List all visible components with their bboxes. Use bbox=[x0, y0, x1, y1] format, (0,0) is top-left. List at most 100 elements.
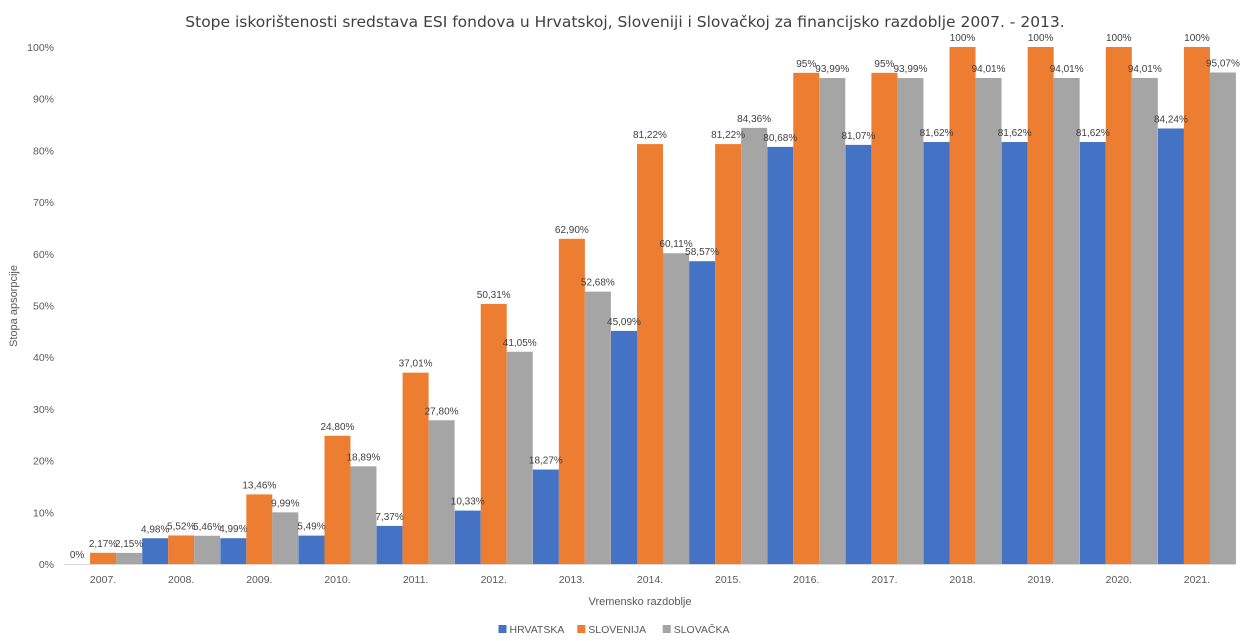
x-tick-label: 2009. bbox=[246, 574, 272, 586]
data-label: 95,07% bbox=[1206, 58, 1240, 69]
bar-slovačka bbox=[428, 420, 455, 564]
data-label: 10,33% bbox=[451, 497, 485, 508]
data-label: 93,99% bbox=[815, 64, 849, 75]
bar-hrvatska bbox=[689, 261, 716, 564]
x-tick-label: 2021. bbox=[1184, 574, 1210, 586]
x-tick-label: 2011. bbox=[403, 574, 429, 586]
y-axis: 0% 10% 20% 30% 40% 50% 60% 70% 80% 90% 100% bbox=[27, 42, 54, 571]
bar-hrvatska bbox=[611, 330, 637, 564]
bar-slovačka bbox=[584, 291, 611, 564]
x-tick-label: 2019. bbox=[1028, 574, 1054, 586]
bar-slovačka bbox=[741, 127, 768, 565]
data-label: 45,09% bbox=[607, 317, 641, 328]
data-label: 81,22% bbox=[633, 130, 667, 141]
data-label: 24,80% bbox=[321, 422, 355, 433]
x-tick-label: 2007. bbox=[90, 574, 116, 586]
legend-swatch-slovačka bbox=[662, 625, 671, 633]
x-tick-label: 2018. bbox=[949, 574, 975, 586]
data-label: 5,49% bbox=[297, 522, 325, 533]
data-label: 27,80% bbox=[425, 406, 459, 417]
bar-slovačka bbox=[350, 466, 377, 564]
data-label: 18,89% bbox=[347, 452, 381, 463]
bar-hrvatska bbox=[220, 538, 247, 564]
data-label: 2,15% bbox=[115, 539, 143, 550]
bar-slovenija bbox=[637, 144, 663, 565]
data-label: 5,46% bbox=[193, 522, 221, 533]
bar-hrvatska bbox=[1001, 142, 1028, 564]
bar-slovačka bbox=[663, 253, 689, 564]
bar-hrvatska bbox=[298, 535, 325, 564]
x-tick-label: 2008. bbox=[168, 574, 194, 586]
data-label: 41,05% bbox=[503, 338, 537, 349]
bar-slovenija bbox=[1027, 47, 1054, 564]
data-label: 60,11% bbox=[659, 239, 692, 250]
data-label: 81,22% bbox=[711, 130, 745, 141]
x-axis-title: Vremensko razdoblje bbox=[589, 596, 692, 608]
data-label: 58,57% bbox=[685, 247, 719, 258]
data-label: 5,52% bbox=[167, 521, 195, 532]
data-label: 62,90% bbox=[555, 225, 589, 236]
y-tick-label: 90% bbox=[33, 94, 54, 106]
bar-slovačka bbox=[506, 351, 533, 564]
bar-slovačka bbox=[272, 512, 299, 564]
y-tick-label: 50% bbox=[33, 301, 54, 313]
data-label: 0% bbox=[70, 550, 85, 561]
data-label: 52,68% bbox=[581, 278, 615, 289]
bar-hrvatska bbox=[454, 510, 481, 564]
y-tick-label: 30% bbox=[33, 404, 54, 416]
data-label: 80,68% bbox=[763, 133, 797, 144]
data-label: 94,01% bbox=[1128, 64, 1162, 75]
bar-slovenija bbox=[246, 494, 273, 564]
bar-hrvatska bbox=[1079, 142, 1106, 564]
data-label: 2,17% bbox=[89, 539, 117, 550]
bar-slovenija bbox=[949, 47, 976, 564]
bar-hrvatska bbox=[767, 146, 794, 564]
legend-swatch-slovenija bbox=[577, 625, 586, 633]
data-label: 4,98% bbox=[141, 524, 169, 535]
data-label-group: 0% 4,98% 4,99% 5,49% 7,37% 10,33% 18,27% 45,09%… bbox=[70, 33, 1240, 561]
data-label: 4,99% bbox=[219, 524, 247, 535]
bar-slovenija bbox=[871, 72, 898, 564]
data-label: 84,36% bbox=[737, 114, 771, 125]
x-tick-label: 2015. bbox=[715, 574, 741, 586]
bar-slovenija bbox=[168, 535, 195, 564]
data-label: 50,31% bbox=[477, 290, 511, 301]
bar-series-group bbox=[90, 47, 1236, 565]
bar-slovenija bbox=[1105, 47, 1132, 564]
x-tick-label: 2016. bbox=[793, 574, 819, 586]
legend: HRVATSKA SLOVENIJA SLOVAČKA bbox=[498, 623, 730, 636]
bar-slovačka bbox=[975, 77, 1002, 565]
data-label: 81,62% bbox=[998, 128, 1032, 139]
data-label: 100% bbox=[1028, 33, 1054, 44]
chart-title: Stope iskorištenosti sredstava ESI fondo… bbox=[185, 13, 1064, 31]
data-label: 18,27% bbox=[529, 456, 563, 467]
data-label: 81,07% bbox=[841, 131, 875, 142]
bar-hrvatska bbox=[142, 538, 169, 564]
bar-slovačka bbox=[194, 535, 221, 564]
data-label: 100% bbox=[1106, 33, 1132, 44]
bar-slovačka bbox=[897, 78, 924, 564]
y-tick-label: 100% bbox=[27, 42, 54, 54]
data-label: 93,99% bbox=[893, 64, 927, 75]
bar-slovenija bbox=[480, 303, 507, 564]
bar-slovačka bbox=[819, 78, 846, 564]
x-tick-label: 2012. bbox=[481, 574, 507, 586]
data-label: 94,01% bbox=[972, 64, 1006, 75]
data-label: 95% bbox=[874, 59, 894, 70]
data-label: 95% bbox=[796, 59, 816, 70]
data-label: 81,62% bbox=[1076, 128, 1110, 139]
bar-slovenija bbox=[1183, 47, 1210, 564]
data-label: 81,62% bbox=[920, 128, 954, 139]
bar-hrvatska bbox=[923, 142, 950, 564]
x-tick-label: 2010. bbox=[324, 574, 350, 586]
data-label: 100% bbox=[1184, 33, 1210, 44]
x-tick-label: 2017. bbox=[871, 574, 897, 586]
y-tick-label: 40% bbox=[33, 352, 54, 364]
legend-label: SLOVAČKA bbox=[674, 623, 730, 636]
x-tick-label: 2013. bbox=[559, 574, 585, 586]
data-label: 7,37% bbox=[375, 512, 403, 523]
y-tick-label: 60% bbox=[33, 249, 54, 261]
bar-slovačka bbox=[1209, 72, 1236, 564]
data-label: 94,01% bbox=[1050, 64, 1084, 75]
